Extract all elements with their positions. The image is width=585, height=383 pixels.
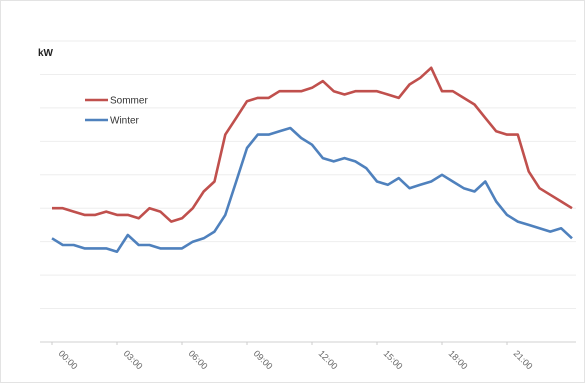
y-axis-label: kW [38, 48, 54, 59]
line-series [52, 66, 573, 223]
line-series [51, 126, 573, 253]
legend-label: Winter [110, 116, 140, 127]
legend-label: Sommer [110, 96, 148, 107]
